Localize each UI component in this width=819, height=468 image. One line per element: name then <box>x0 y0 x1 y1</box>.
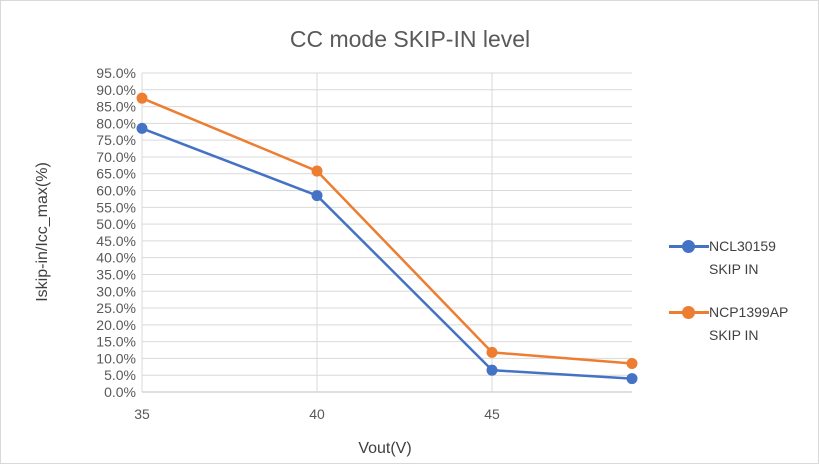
plot-gridlines <box>141 72 632 393</box>
y-axis-tick-labels: 0.0%5.0%10.0%15.0%20.0%25.0%30.0%35.0%40… <box>96 65 136 400</box>
y-axis-label: Iskip-in/Icc_max(%) <box>34 162 51 302</box>
series-line-0 <box>141 127 633 380</box>
legend-swatch-ncl30159 <box>669 237 709 255</box>
x-axis-tick-labels: 35 40 45 <box>134 406 500 422</box>
y-tick-label: 80.0% <box>96 115 136 131</box>
data-point-0-1 <box>311 190 323 202</box>
series-group <box>136 92 638 385</box>
legend-label-ncp1399ap: NCP1399AP SKIP IN <box>709 304 789 343</box>
y-tick-label: 0.0% <box>104 384 136 400</box>
y-tick-label: 85.0% <box>96 99 136 115</box>
y-tick-label: 5.0% <box>104 367 136 383</box>
y-tick-label: 20.0% <box>96 317 136 333</box>
data-point-0-0 <box>136 122 148 134</box>
data-point-1-2 <box>486 346 498 358</box>
series-line-1 <box>141 97 633 365</box>
data-point-0-3 <box>626 373 638 385</box>
legend-label-ncl30159: NCL30159 SKIP IN <box>709 238 776 277</box>
y-tick-label: 30.0% <box>96 283 136 299</box>
y-tick-label: 75.0% <box>96 132 136 148</box>
data-point-1-1 <box>311 165 323 177</box>
y-tick-label: 45.0% <box>96 233 136 249</box>
x-tick-label: 45 <box>484 406 500 422</box>
chart-legend: NCL30159 SKIP IN NCP1399AP SKIP IN <box>669 237 817 369</box>
y-tick-label: 90.0% <box>96 82 136 98</box>
x-tick-label: 40 <box>309 406 325 422</box>
y-tick-label: 55.0% <box>96 199 136 215</box>
y-tick-label: 70.0% <box>96 149 136 165</box>
y-tick-label: 10.0% <box>96 350 136 366</box>
y-tick-label: 15.0% <box>96 334 136 350</box>
legend-swatch-ncp1399ap <box>669 303 709 321</box>
data-point-1-0 <box>136 92 148 104</box>
legend-entry-ncp1399ap[interactable]: NCP1399AP SKIP IN <box>669 303 817 347</box>
data-point-0-2 <box>486 364 498 376</box>
y-tick-label: 25.0% <box>96 300 136 316</box>
x-axis-label: Vout(V) <box>358 440 411 457</box>
y-tick-label: 50.0% <box>96 216 136 232</box>
chart-title: CC mode SKIP-IN level <box>290 26 530 52</box>
legend-entry-ncl30159[interactable]: NCL30159 SKIP IN <box>669 237 817 281</box>
x-tick-label: 35 <box>134 406 150 422</box>
y-tick-label: 65.0% <box>96 166 136 182</box>
y-tick-label: 35.0% <box>96 266 136 282</box>
y-tick-label: 95.0% <box>96 65 136 81</box>
y-tick-label: 40.0% <box>96 250 136 266</box>
y-tick-label: 60.0% <box>96 183 136 199</box>
data-point-1-3 <box>626 357 638 369</box>
